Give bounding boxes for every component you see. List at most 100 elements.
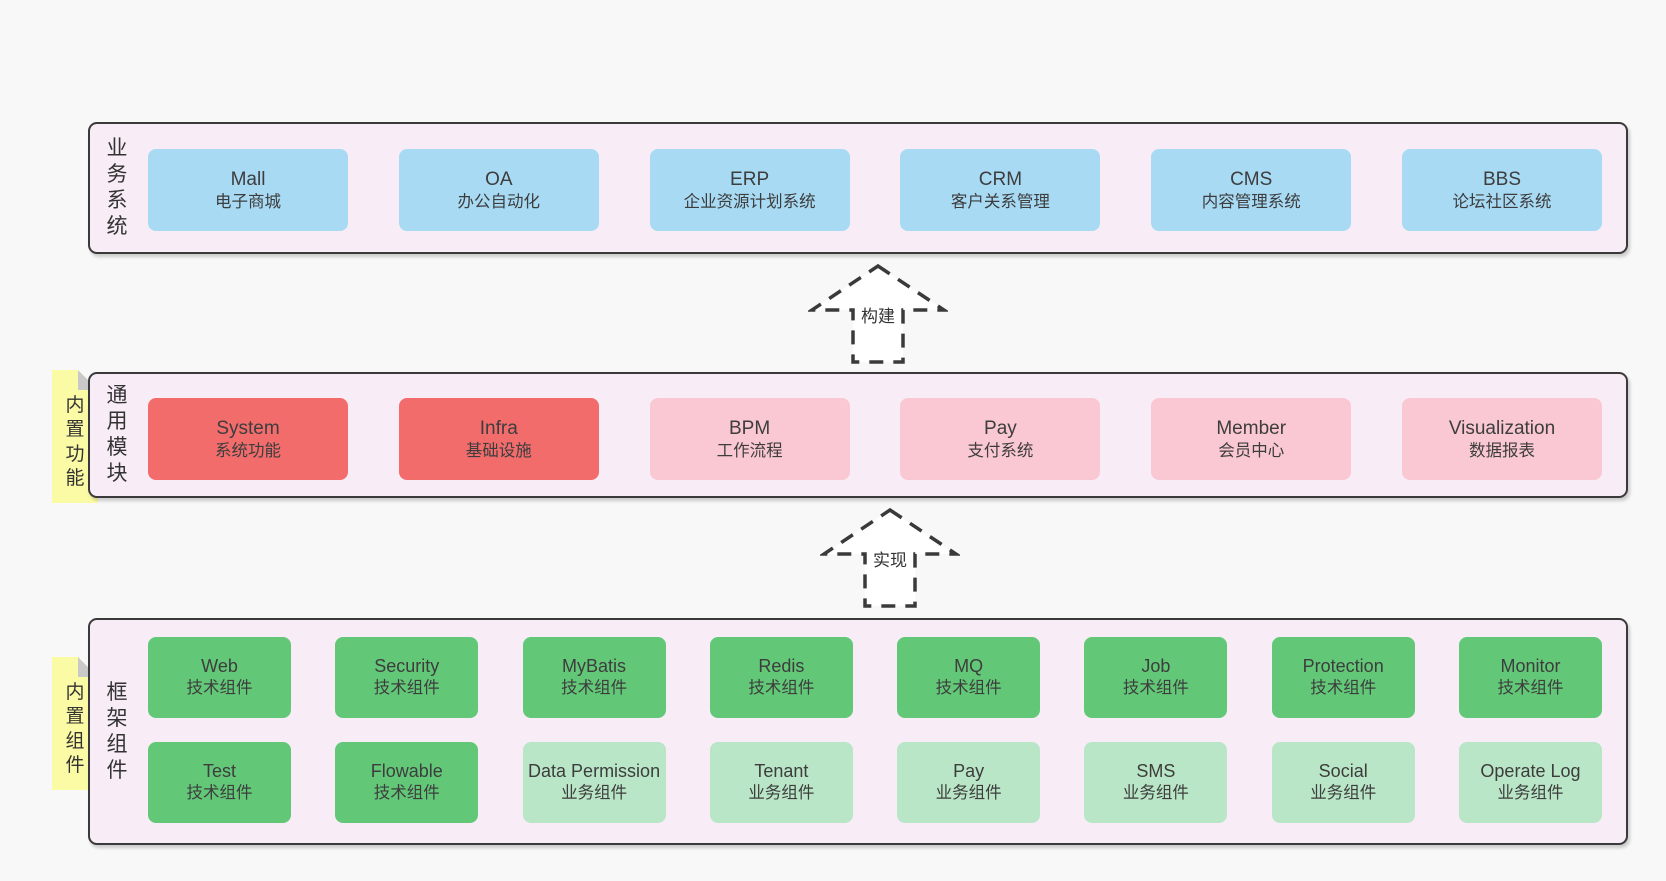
box-pay-module: Pay 支付系统: [900, 398, 1101, 480]
box-sms: SMS 业务组件: [1084, 742, 1228, 823]
box-title: System: [216, 417, 280, 439]
box-test: Test 技术组件: [148, 742, 291, 823]
box-title: Social: [1318, 761, 1368, 782]
box-subtitle: 技术组件: [373, 784, 440, 803]
box-subtitle: 技术组件: [935, 679, 1002, 698]
box-subtitle: 内容管理系统: [1201, 192, 1301, 211]
box-title: Protection: [1302, 656, 1384, 677]
box-subtitle: 基础设施: [465, 441, 532, 460]
box-crm: CRM 客户关系管理: [900, 149, 1101, 231]
box-subtitle: 客户关系管理: [950, 192, 1050, 211]
box-subtitle: 系统功能: [215, 441, 281, 460]
box-subtitle: 技术组件: [1122, 679, 1189, 698]
box-title: Pay: [984, 417, 1017, 439]
box-subtitle: 技术组件: [748, 679, 815, 698]
box-job: Job 技术组件: [1084, 637, 1228, 718]
box-title: OA: [485, 168, 513, 190]
box-title: Pay: [953, 761, 985, 782]
box-data-permission: Data Permission 业务组件: [522, 742, 666, 823]
box-row: Web 技术组件 Security 技术组件 MyBatis 技术组件 Redi…: [148, 637, 1602, 718]
box-social: Social 业务组件: [1271, 742, 1415, 823]
box-title: Operate Log: [1480, 761, 1581, 782]
box-title: Visualization: [1448, 417, 1556, 439]
box-title: Web: [201, 656, 238, 677]
box-title: Data Permission: [528, 761, 661, 782]
box-subtitle: 业务组件: [561, 784, 628, 803]
box-subtitle: 业务组件: [935, 784, 1002, 803]
box-title: CRM: [978, 168, 1023, 190]
box-title: ERP: [730, 168, 770, 190]
box-subtitle: 技术组件: [1497, 679, 1564, 698]
box-title: Infra: [479, 417, 518, 439]
box-subtitle: 会员中心: [1218, 441, 1285, 460]
box-subtitle: 办公自动化: [457, 192, 541, 211]
box-subtitle: 业务组件: [1122, 784, 1189, 803]
box-erp: ERP 企业资源计划系统: [649, 149, 850, 231]
box-subtitle: 企业资源计划系统: [683, 192, 816, 211]
box-cms: CMS 内容管理系统: [1151, 149, 1352, 231]
box-row: System 系统功能 Infra 基础设施 BPM 工作流程 Pay 支付系统…: [148, 398, 1602, 480]
box-title: SMS: [1136, 761, 1176, 782]
box-subtitle: 业务组件: [1310, 784, 1377, 803]
box-monitor: Monitor 技术组件: [1458, 637, 1602, 718]
box-title: Job: [1141, 656, 1171, 677]
box-web: Web 技术组件: [148, 637, 291, 718]
box-pay-component: Pay 业务组件: [897, 742, 1041, 823]
box-mq: MQ 技术组件: [897, 637, 1041, 718]
box-title: Member: [1216, 417, 1287, 439]
box-subtitle: 技术组件: [1310, 679, 1377, 698]
box-row: Test 技术组件 Flowable 技术组件 Data Permission …: [148, 742, 1602, 823]
box-flowable: Flowable 技术组件: [335, 742, 479, 823]
box-visualization: Visualization 数据报表: [1401, 398, 1602, 480]
arrow-label-implement: 实现: [870, 549, 910, 574]
layer-label: 框架组件: [106, 680, 128, 782]
box-redis: Redis 技术组件: [709, 637, 853, 718]
box-title: BBS: [1482, 168, 1521, 190]
box-subtitle: 业务组件: [748, 784, 815, 803]
box-subtitle: 论坛社区系统: [1452, 192, 1552, 211]
box-system: System 系统功能: [148, 398, 348, 480]
box-operate-log: Operate Log 业务组件: [1458, 742, 1602, 823]
box-protection: Protection 技术组件: [1271, 637, 1415, 718]
box-subtitle: 技术组件: [373, 679, 440, 698]
box-subtitle: 技术组件: [561, 679, 628, 698]
layer-label: 通用模块: [106, 383, 128, 486]
box-row: Mall 电子商城 OA 办公自动化 ERP 企业资源计划系统 CRM 客户关系…: [148, 149, 1602, 231]
box-title: Monitor: [1500, 656, 1561, 677]
box-title: CMS: [1230, 168, 1273, 190]
box-subtitle: 技术组件: [186, 784, 253, 803]
box-title: Mall: [230, 168, 266, 190]
box-member: Member 会员中心: [1151, 398, 1352, 480]
arrow-label-build: 构建: [858, 305, 898, 330]
box-subtitle: 支付系统: [967, 441, 1034, 460]
arrow-build: 构建: [806, 263, 950, 365]
box-title: MQ: [954, 656, 984, 677]
box-mybatis: MyBatis 技术组件: [522, 637, 666, 718]
box-infra: Infra 基础设施: [398, 398, 599, 480]
sticky-note-label: 内置功能: [65, 394, 85, 489]
box-subtitle: 业务组件: [1497, 784, 1564, 803]
box-title: Security: [374, 656, 440, 677]
box-subtitle: 数据报表: [1468, 441, 1535, 460]
box-mall: Mall 电子商城: [148, 149, 348, 231]
box-subtitle: 技术组件: [186, 679, 253, 698]
box-title: Flowable: [370, 761, 443, 782]
arrow-implement: 实现: [818, 507, 962, 609]
box-subtitle: 电子商城: [215, 192, 281, 211]
box-title: Tenant: [754, 761, 809, 782]
layer-label: 业务系统: [106, 136, 128, 239]
box-security: Security 技术组件: [335, 637, 479, 718]
sticky-note-label: 内置组件: [65, 681, 85, 776]
box-tenant: Tenant 业务组件: [709, 742, 853, 823]
box-title: Test: [202, 761, 236, 782]
box-oa: OA 办公自动化: [398, 149, 599, 231]
layer-business-systems: 业务系统 Mall 电子商城 OA 办公自动化 ERP 企业资源计划系统 CRM…: [88, 122, 1628, 254]
layer-common-modules: 通用模块 System 系统功能 Infra 基础设施 BPM 工作流程 Pay…: [88, 372, 1628, 498]
box-subtitle: 工作流程: [716, 441, 783, 460]
box-title: MyBatis: [562, 656, 627, 677]
box-bpm: BPM 工作流程: [649, 398, 850, 480]
layer-framework-components: 框架组件 Web 技术组件 Security 技术组件 MyBatis 技术组件…: [88, 618, 1628, 845]
box-title: Redis: [758, 656, 805, 677]
box-bbs: BBS 论坛社区系统: [1401, 149, 1602, 231]
